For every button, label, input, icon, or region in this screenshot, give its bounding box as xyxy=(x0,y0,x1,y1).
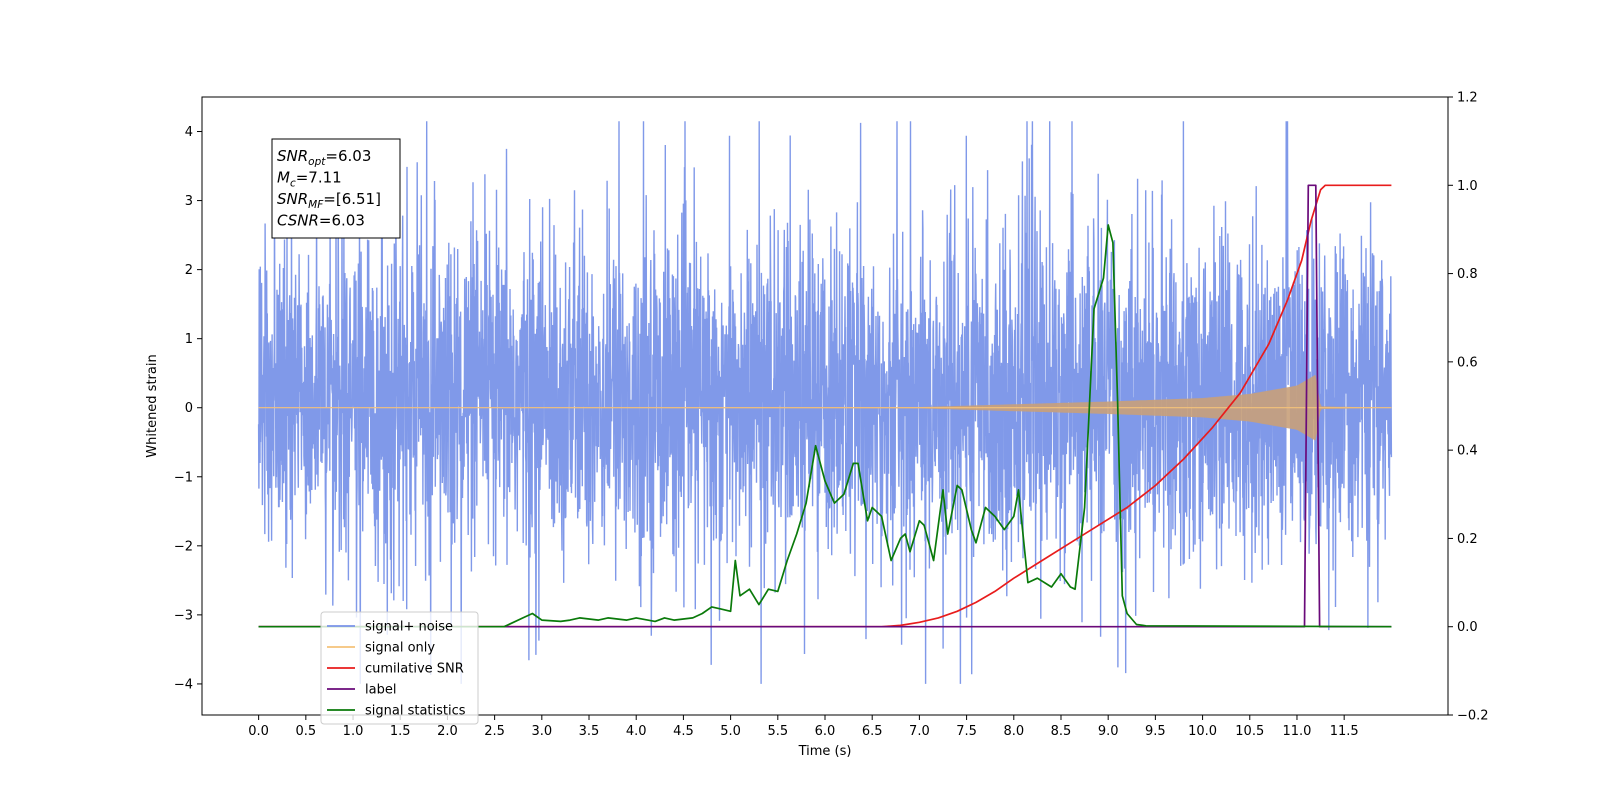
y-axis-right: −0.2 0.0 0.2 0.4 0.6 0.8 1.0 1.2 xyxy=(1448,91,1489,724)
y-tick-label: 2 xyxy=(185,263,193,278)
x-tick-label: 6.0 xyxy=(815,724,836,739)
x-tick-label: 1.5 xyxy=(390,724,411,739)
annotation-subscript: opt xyxy=(308,156,326,168)
y2-tick-label: 0.2 xyxy=(1457,532,1478,547)
y-tick-label: −4 xyxy=(174,677,193,692)
x-tick-label: 6.5 xyxy=(862,724,883,739)
annotation-value: =[6.51] xyxy=(323,190,381,208)
legend-label: signal statistics xyxy=(365,704,466,719)
x-tick-label: 11.0 xyxy=(1282,724,1311,739)
legend: signal+ noise signal only cumilative SNR la… xyxy=(320,611,479,725)
y-tick-label: 4 xyxy=(185,125,193,140)
x-tick-label: 11.5 xyxy=(1330,724,1359,739)
x-tick-label: 8.5 xyxy=(1051,724,1072,739)
legend-label: signal+ noise xyxy=(365,620,453,635)
x-tick-label: 3.0 xyxy=(531,724,552,739)
y-tick-label: 0 xyxy=(185,401,193,416)
y-tick-label: −2 xyxy=(174,539,193,554)
y2-tick-label: 0.4 xyxy=(1457,444,1478,459)
legend-label: signal only xyxy=(365,641,435,656)
x-axis: 0.0 0.5 1.0 1.5 2.0 2.5 3.0 3.5 4.0 4.5 5.0 5.5 6.0 6… xyxy=(248,715,1359,739)
annotation-symbol: SNR xyxy=(277,190,308,208)
x-tick-label: 9.5 xyxy=(1145,724,1166,739)
x-tick-label: 8.0 xyxy=(1003,724,1024,739)
legend-label: label xyxy=(365,683,396,698)
annotation-value: =6.03 xyxy=(325,147,371,165)
annotation-value: =6.03 xyxy=(319,212,365,230)
x-tick-label: 10.0 xyxy=(1188,724,1217,739)
legend-frame xyxy=(320,611,479,725)
x-tick-label: 9.0 xyxy=(1098,724,1119,739)
y-axis-label: Whitened strain xyxy=(145,354,160,457)
y2-tick-label: 0.6 xyxy=(1457,355,1478,370)
y2-tick-label: 1.2 xyxy=(1457,91,1478,106)
legend-label: cumilative SNR xyxy=(365,662,464,677)
x-tick-label: 2.5 xyxy=(484,724,505,739)
y-tick-label: 3 xyxy=(185,194,193,209)
y2-tick-label: 0.8 xyxy=(1457,267,1478,282)
y-tick-label: −1 xyxy=(174,470,193,485)
x-tick-label: 4.0 xyxy=(626,724,647,739)
y-tick-label: 1 xyxy=(185,332,193,347)
x-tick-label: 0.0 xyxy=(248,724,269,739)
annotation-frame xyxy=(271,138,401,239)
series-line-signal-statistics xyxy=(258,224,1392,628)
y2-tick-label: 1.0 xyxy=(1457,179,1478,194)
x-tick-label: 7.5 xyxy=(956,724,977,739)
y2-tick-label: 0.0 xyxy=(1457,620,1478,635)
x-tick-label: 1.0 xyxy=(343,724,364,739)
x-tick-label: 3.5 xyxy=(579,724,600,739)
y-tick-label: −3 xyxy=(174,608,193,623)
annotation-line: CSNR=6.03 xyxy=(277,212,365,230)
annotation-symbol: CSNR xyxy=(277,212,319,230)
x-axis-label: Time (s) xyxy=(798,744,852,759)
x-tick-label: 7.0 xyxy=(909,724,930,739)
x-tick-label: 5.5 xyxy=(767,724,788,739)
y-axis-left: −4 −3 −2 −1 0 1 2 3 4 xyxy=(174,125,202,692)
x-tick-label: 10.5 xyxy=(1235,724,1264,739)
series-line-cumilative-snr xyxy=(258,184,1392,628)
annotation-line: SNRopt=6.03 xyxy=(277,147,371,168)
x-tick-label: 2.0 xyxy=(437,724,458,739)
annotation-subscript: MF xyxy=(308,199,324,211)
annotation-subscript: c xyxy=(290,178,296,190)
x-tick-label: 5.0 xyxy=(720,724,741,739)
annotation-line: SNRMF=[6.51] xyxy=(277,190,381,211)
annotation-line: Mc=7.11 xyxy=(277,169,342,190)
annotation-value: =7.11 xyxy=(296,169,342,187)
annotation-symbol: SNR xyxy=(277,147,308,165)
y2-tick-label: −0.2 xyxy=(1457,709,1489,724)
x-tick-label: 0.5 xyxy=(295,724,316,739)
x-tick-label: 4.5 xyxy=(673,724,694,739)
annotation-symbol: M xyxy=(277,169,290,187)
series-layer xyxy=(257,121,1393,684)
